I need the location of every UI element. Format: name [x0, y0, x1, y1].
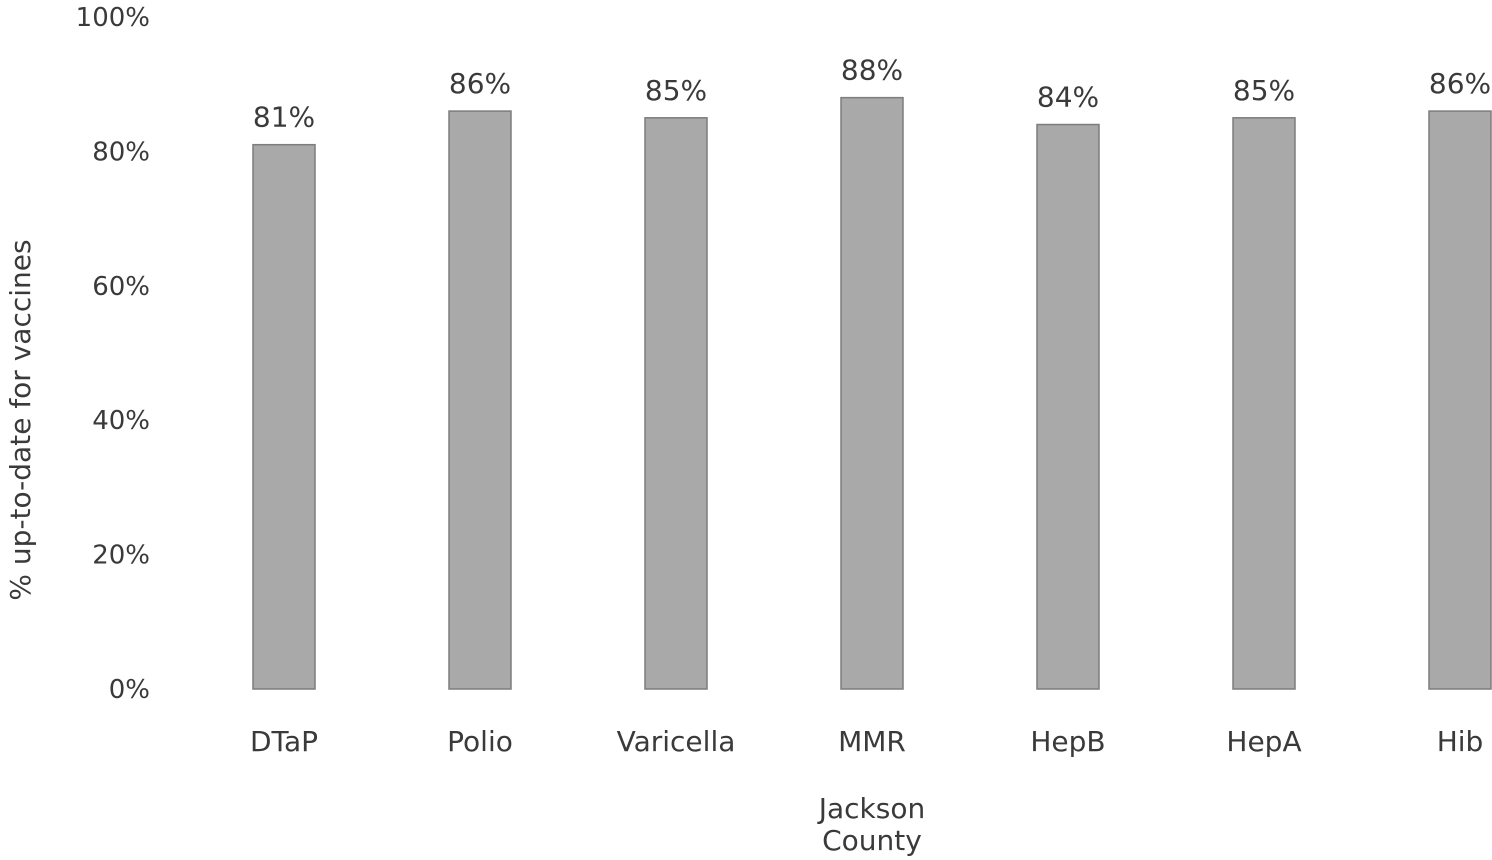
x-tick-label-varicella: Varicella — [617, 725, 736, 758]
data-label-dtap: 81% — [253, 101, 315, 134]
y-tick-label: 100% — [76, 3, 150, 33]
data-label-mmr: 88% — [841, 54, 903, 87]
bar-varicella — [644, 117, 708, 690]
x-tick-label-polio: Polio — [447, 725, 513, 758]
bars — [252, 96, 1492, 690]
data-label-hepa: 85% — [1233, 74, 1295, 107]
bar-polio — [448, 110, 512, 690]
y-tick-label: 80% — [92, 137, 150, 167]
x-tick-label-dtap: DTaP — [250, 725, 318, 758]
x-tick-label-hepb: HepB — [1030, 725, 1105, 758]
x-tick-label-mmr: MMR — [838, 725, 906, 758]
bar-hib — [1428, 110, 1492, 690]
bar-mmr — [840, 96, 904, 690]
x-tick-label-hepa: HepA — [1226, 725, 1301, 758]
data-label-hepb: 84% — [1037, 81, 1099, 114]
bar-dtap — [252, 143, 316, 690]
x-axis-title: Jackson County — [817, 792, 926, 857]
bar-hepb — [1036, 123, 1100, 690]
data-labels: 81% 86% 85% 88% 84% 85% 86% — [253, 54, 1491, 134]
bar-hepa — [1232, 117, 1296, 690]
y-axis-ticks: 0% 20% 40% 60% 80% 100% — [76, 3, 150, 705]
y-tick-label: 60% — [92, 272, 150, 302]
y-tick-label: 20% — [92, 541, 150, 571]
data-label-varicella: 85% — [645, 74, 707, 107]
y-tick-label: 40% — [92, 406, 150, 436]
data-label-hib: 86% — [1429, 67, 1491, 100]
x-tick-label-hib: Hib — [1437, 725, 1484, 758]
y-tick-label: 0% — [109, 675, 150, 705]
data-label-polio: 86% — [449, 67, 511, 100]
x-axis-categories: DTaP Polio Varicella MMR HepB HepA Hib — [250, 725, 1483, 758]
y-axis-title: % up-to-date for vaccines — [4, 239, 37, 600]
